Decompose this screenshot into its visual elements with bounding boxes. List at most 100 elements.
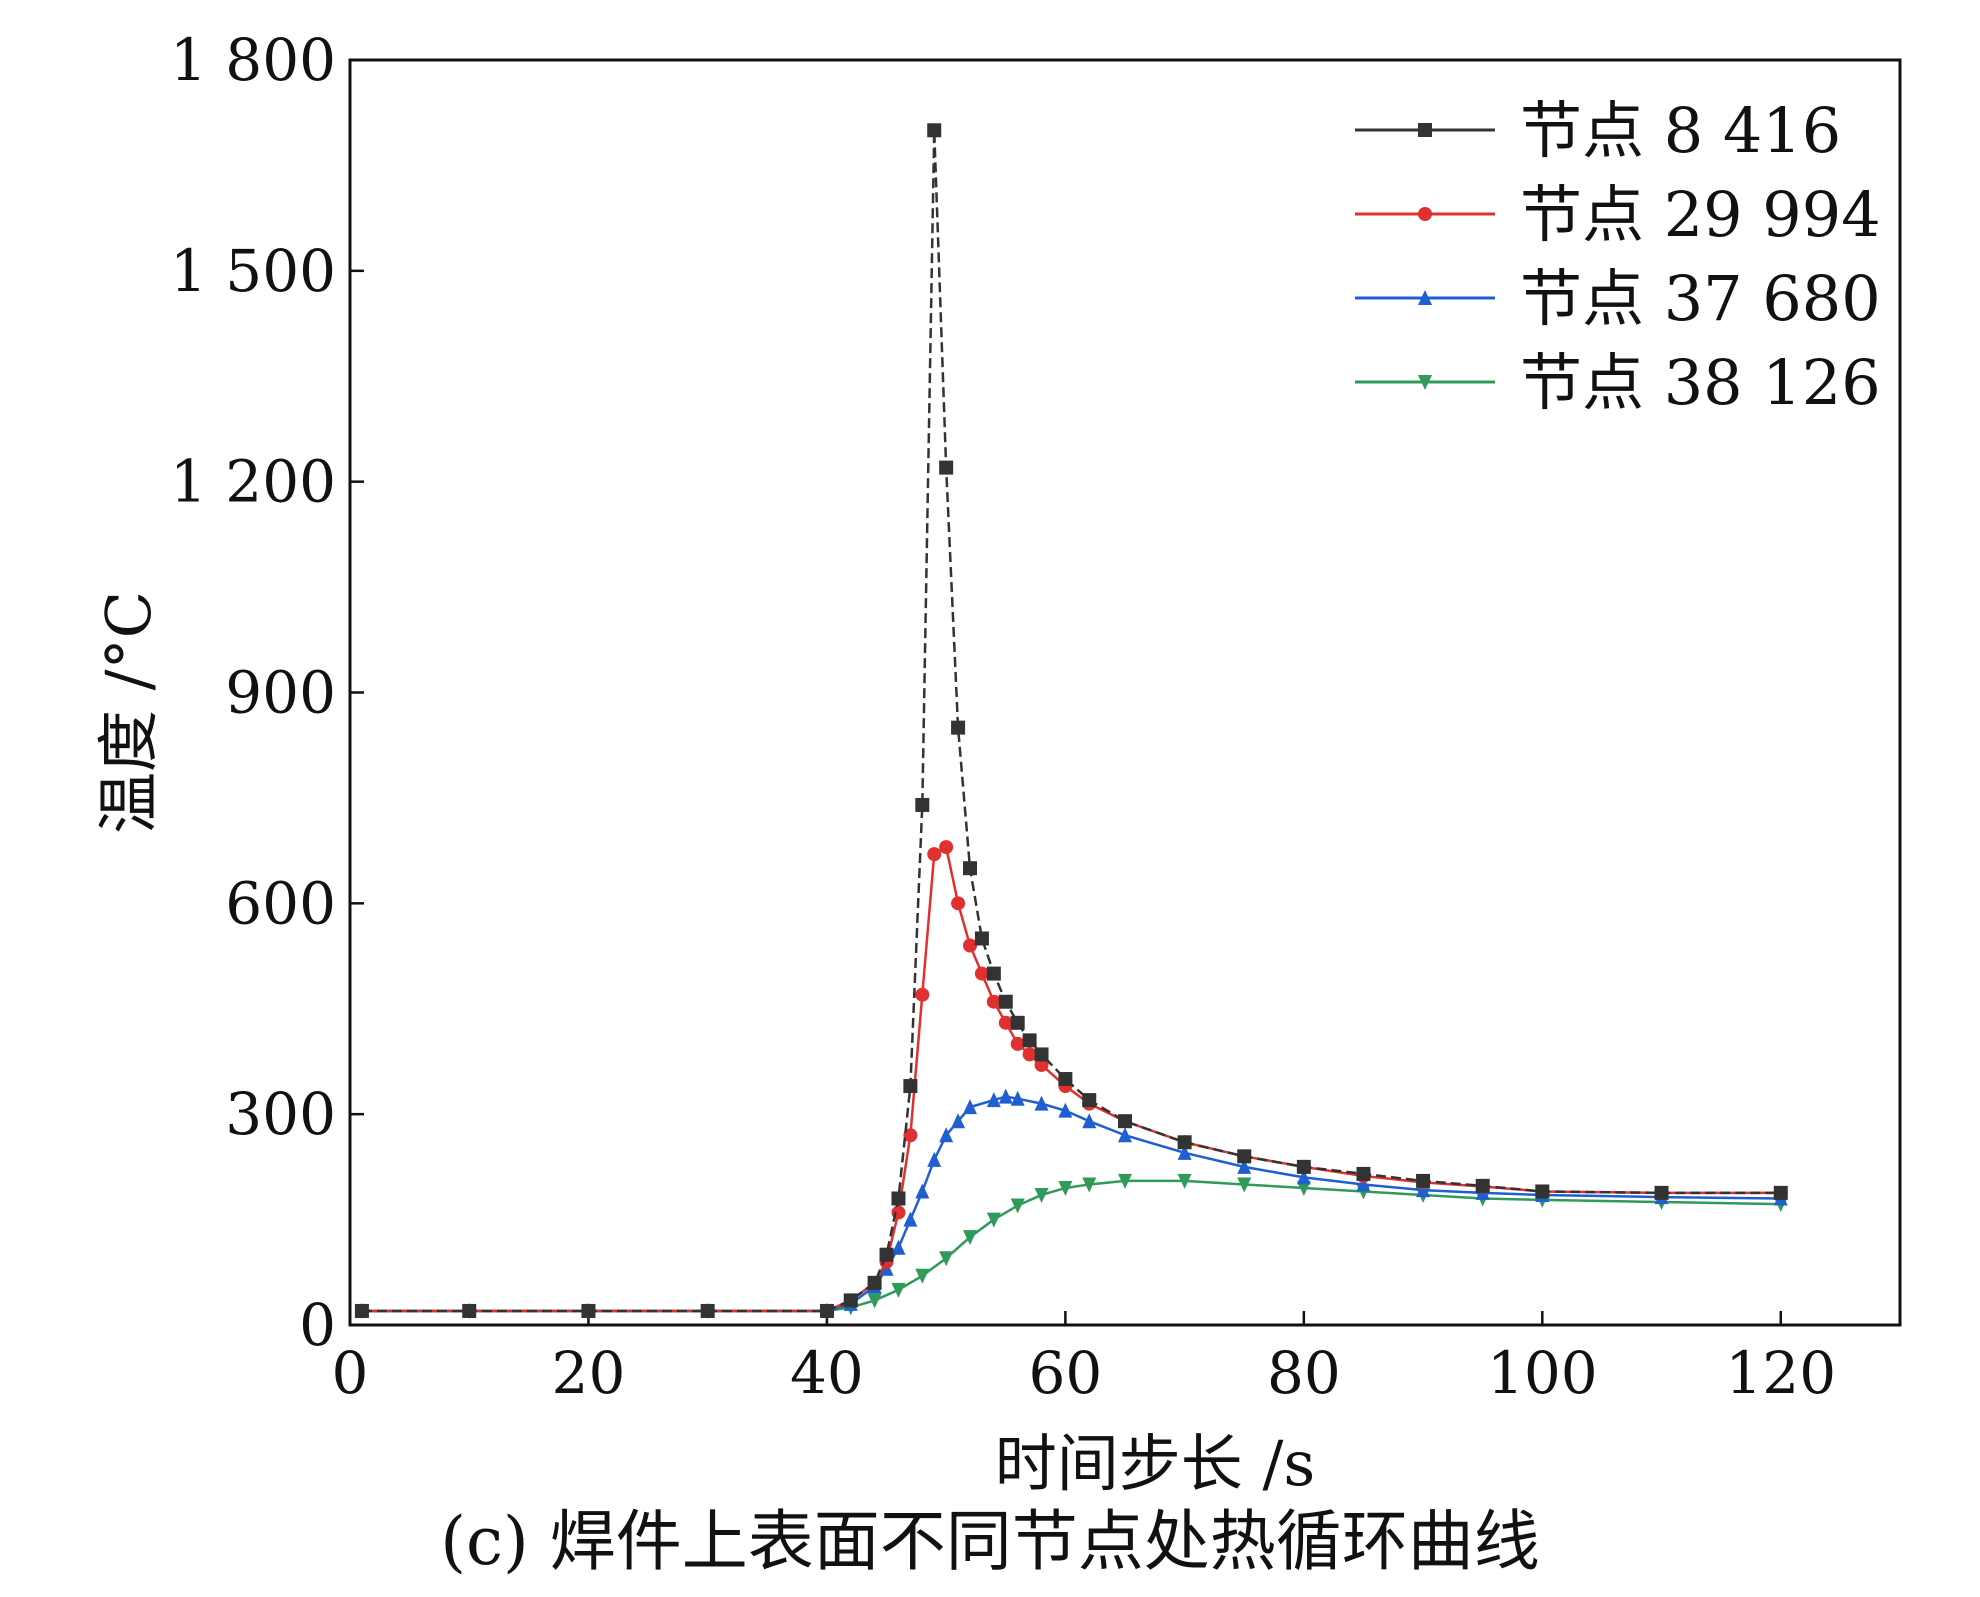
- legend-swatch-marker: [1418, 123, 1432, 137]
- data-point-series-3: [986, 1092, 1001, 1108]
- data-point-series-1: [1773, 1185, 1788, 1200]
- data-point-series-3: [1034, 1095, 1049, 1111]
- data-point-series-1: [1237, 1149, 1252, 1164]
- series-line-4: [361, 1179, 1781, 1313]
- series-line-3: [361, 1095, 1781, 1313]
- data-point-series-1: [951, 720, 966, 735]
- data-point-series-2: [1034, 1057, 1049, 1072]
- data-point-series-3: [1296, 1169, 1311, 1185]
- data-point-series-1: [963, 861, 977, 876]
- y-tick-label: 0: [299, 1291, 336, 1359]
- data-point-series-4: [867, 1293, 882, 1309]
- data-point-series-1: [1356, 1166, 1371, 1181]
- data-point-series-1: [903, 1079, 918, 1094]
- y-tick-label: 1 800: [170, 26, 336, 94]
- figure-caption: (c) 焊件上表面不同节点处热循环曲线: [440, 1503, 1540, 1580]
- data-point-series-2: [998, 1015, 1013, 1030]
- data-point-series-2: [951, 896, 966, 911]
- data-point-series-4: [891, 1282, 906, 1298]
- data-point-series-1: [1034, 1047, 1049, 1062]
- data-point-series-3: [951, 1113, 966, 1129]
- data-point-series-4: [1010, 1198, 1025, 1214]
- data-point-series-3: [1058, 1102, 1073, 1118]
- legend-swatch-marker: [1418, 290, 1432, 305]
- data-point-series-3: [1118, 1127, 1132, 1143]
- data-point-series-2: [1010, 1036, 1025, 1051]
- x-tick-label: 40: [790, 1339, 864, 1407]
- data-point-series-3: [915, 1183, 930, 1199]
- data-point-series-2: [986, 994, 1001, 1009]
- data-point-series-1: [1058, 1072, 1073, 1087]
- data-point-series-1: [819, 1303, 834, 1318]
- y-axis-label: 温度 /°C: [92, 591, 165, 834]
- data-point-series-1: [1177, 1135, 1192, 1150]
- data-point-series-1: [1416, 1173, 1431, 1188]
- data-point-series-2: [927, 847, 942, 862]
- data-point-series-1: [915, 797, 930, 812]
- data-point-series-3: [1416, 1182, 1431, 1198]
- x-tick-label: 120: [1725, 1339, 1836, 1407]
- x-tick-label: 0: [332, 1339, 369, 1407]
- data-point-series-3: [939, 1127, 954, 1143]
- data-point-series-4: [963, 1230, 977, 1246]
- data-point-series-4: [1082, 1177, 1097, 1193]
- data-point-series-4: [915, 1268, 930, 1284]
- data-point-series-1: [1475, 1178, 1490, 1193]
- data-point-series-1: [581, 1303, 596, 1318]
- data-point-series-2: [903, 1128, 918, 1143]
- data-point-series-1: [927, 123, 942, 138]
- y-tick-label: 1 500: [170, 237, 336, 305]
- data-point-series-4: [1058, 1180, 1073, 1196]
- data-point-series-1: [843, 1293, 858, 1308]
- data-point-series-2: [963, 938, 977, 953]
- data-point-series-4: [1034, 1187, 1049, 1203]
- legend-label: 节点 37 680: [1520, 262, 1881, 335]
- data-point-series-1: [1296, 1159, 1311, 1174]
- legend-label: 节点 38 126: [1520, 346, 1881, 419]
- y-tick-label: 300: [225, 1080, 336, 1148]
- y-tick-label: 900: [225, 659, 336, 727]
- data-point-series-1: [1082, 1093, 1097, 1108]
- y-tick-label: 600: [225, 869, 336, 937]
- data-point-series-1: [867, 1275, 882, 1290]
- data-point-series-1: [879, 1247, 894, 1262]
- data-point-series-2: [974, 966, 989, 981]
- x-tick-label: 60: [1028, 1339, 1102, 1407]
- data-point-series-3: [1177, 1144, 1192, 1160]
- legend-label: 节点 8 416: [1520, 94, 1841, 167]
- data-point-series-1: [462, 1303, 477, 1318]
- data-point-series-1: [974, 931, 989, 946]
- data-point-series-1: [998, 994, 1013, 1009]
- x-tick-label: 80: [1267, 1339, 1341, 1407]
- x-tick-label: 100: [1487, 1339, 1598, 1407]
- data-point-series-4: [986, 1212, 1001, 1228]
- data-point-series-3: [1356, 1176, 1371, 1192]
- data-point-series-1: [939, 460, 954, 475]
- data-point-series-3: [1237, 1158, 1252, 1174]
- data-point-series-2: [1022, 1047, 1037, 1062]
- data-point-series-3: [903, 1211, 918, 1227]
- legend-swatch-marker: [1418, 207, 1432, 221]
- data-point-series-1: [1118, 1114, 1132, 1129]
- data-point-series-3: [891, 1239, 906, 1255]
- legend-swatch-marker: [1418, 375, 1432, 390]
- data-point-series-1: [891, 1191, 906, 1206]
- x-tick-label: 20: [552, 1339, 626, 1407]
- legend-label: 节点 29 994: [1520, 178, 1881, 251]
- data-point-series-3: [927, 1151, 942, 1167]
- data-point-series-3: [1010, 1090, 1025, 1106]
- data-point-series-1: [700, 1303, 715, 1318]
- data-point-series-4: [1237, 1177, 1252, 1193]
- data-point-series-1: [354, 1303, 369, 1318]
- x-axis-label: 时间步长 /s: [995, 1427, 1315, 1500]
- data-point-series-1: [1022, 1033, 1037, 1048]
- data-point-series-3: [963, 1099, 977, 1115]
- data-point-series-2: [939, 840, 954, 855]
- y-tick-label: 1 200: [170, 448, 336, 516]
- data-point-series-4: [1296, 1180, 1311, 1196]
- data-point-series-4: [1118, 1173, 1132, 1189]
- data-point-series-2: [915, 987, 930, 1002]
- data-point-series-1: [1010, 1015, 1025, 1030]
- data-point-series-1: [1654, 1185, 1669, 1200]
